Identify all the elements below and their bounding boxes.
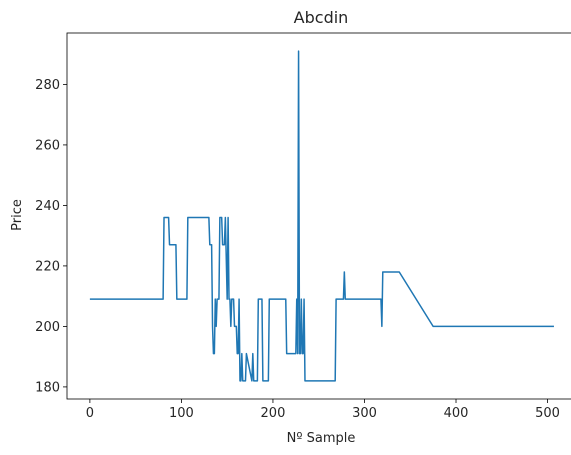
plot-frame: [66, 32, 571, 400]
x-tick-label: 0: [86, 406, 94, 421]
y-tick-label: 280: [35, 78, 60, 93]
x-axis-label: Nº Sample: [287, 431, 356, 446]
y-tick-label: 220: [35, 259, 60, 274]
series-line-0: [89, 50, 554, 382]
x-axis: 0 100 200 300 400 500: [86, 399, 560, 421]
x-tick-label: 400: [444, 406, 469, 421]
chart-title: Abcdin: [294, 8, 349, 27]
y-axis: 180 200 220 240 260 280: [35, 78, 67, 395]
plot-area: [89, 50, 554, 382]
y-axis-label: Price: [10, 199, 25, 231]
x-tick-label: 100: [169, 406, 194, 421]
y-tick-label: 180: [35, 380, 60, 395]
x-tick-label: 500: [535, 406, 560, 421]
x-tick-label: 300: [352, 406, 377, 421]
x-tick-label: 200: [261, 406, 286, 421]
y-tick-label: 260: [35, 138, 60, 153]
y-tick-label: 240: [35, 199, 60, 214]
y-tick-label: 200: [35, 320, 60, 335]
